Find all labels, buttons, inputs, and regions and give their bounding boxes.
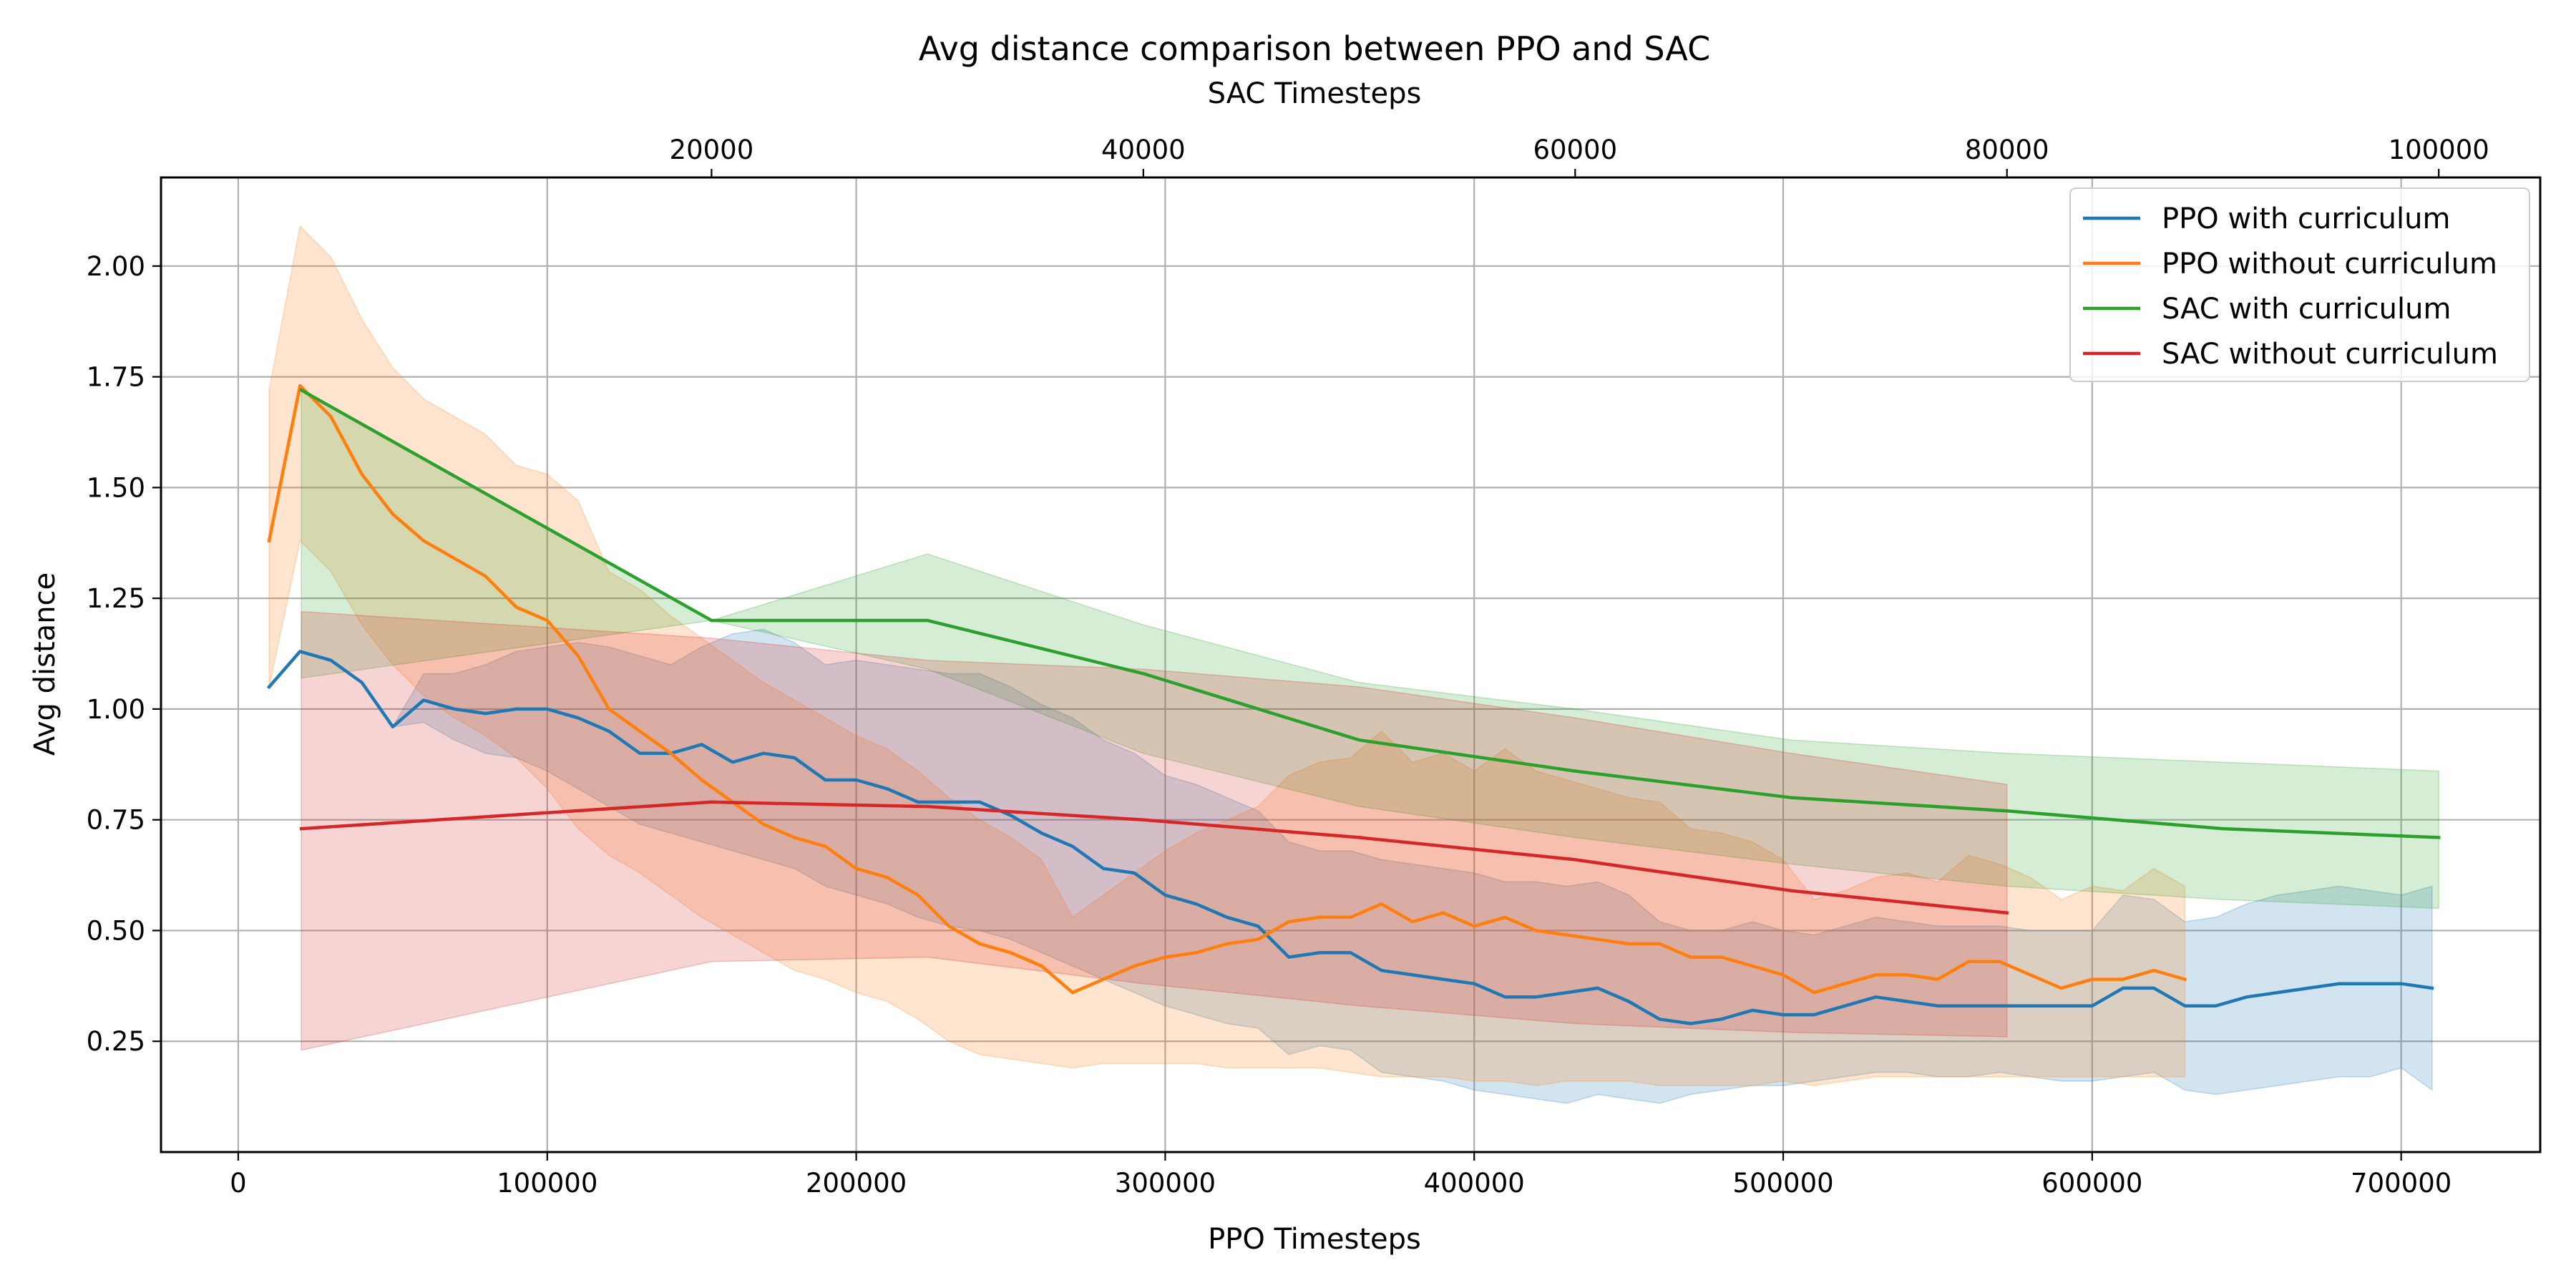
line-ppo-without-curriculum [267,384,2187,995]
band-sac-without-curriculum [301,610,2008,1051]
x-tick-label-7: 700000 [2351,1168,2451,1199]
line-ppo-with-curriculum [266,650,2434,1025]
y-tick-label-2: 0.75 [87,805,145,836]
series-lines [266,384,2441,1025]
legend-label-3: SAC without curriculum [2162,338,2498,371]
legend-box [2069,187,2530,382]
x-tick-label-2: 200000 [806,1168,907,1199]
y-tick-label-5: 1.50 [87,472,145,503]
band-ppo-without-curriculum [268,225,2186,1086]
x2-tick-label-4: 100000 [2389,135,2489,165]
x-tick-label-3: 300000 [1115,1168,1216,1199]
x2-tick-label-2: 60000 [1533,135,1617,165]
x-tick-label-6: 600000 [2041,1168,2142,1199]
legend-label-1: PPO without curriculum [2162,248,2497,280]
legend-label-0: PPO with curriculum [2162,203,2450,235]
confidence-bands [268,225,2439,1104]
x-tick-label-4: 400000 [1424,1168,1525,1199]
x2-axis-label: SAC Timesteps [1208,77,1422,110]
y-tick-label-7: 2.00 [87,251,145,282]
band-sac-with-curriculum [301,389,2439,909]
x2-tick-label-1: 40000 [1101,135,1186,165]
x2-tick-label-3: 80000 [1965,135,2049,165]
legend: PPO with curriculum PPO without curriculu… [2069,187,2530,382]
x-tick-label-0: 0 [230,1168,247,1199]
y-tick-label-3: 1.00 [87,694,145,725]
x-tick-label-1: 100000 [497,1168,597,1199]
x-axis-label: PPO Timesteps [1208,1223,1421,1256]
chart-title: Avg distance comparison between PPO and … [919,29,1710,68]
y-tick-label-1: 0.50 [87,915,145,946]
plot-frame [160,176,2542,1153]
y-tick-label-0: 0.25 [87,1026,145,1057]
axis-ticks: 0 100000 200000 300000 400000 500000 600000 700… [87,135,2489,1199]
y-tick-label-6: 1.75 [87,362,145,393]
legend-label-2: SAC with curriculum [2162,293,2451,326]
line-sac-with-curriculum [299,388,2441,839]
x-tick-label-5: 500000 [1732,1168,1833,1199]
y-tick-label-4: 1.25 [87,583,145,614]
x2-tick-label-0: 20000 [670,135,754,165]
y-axis-label: Avg distance [29,572,62,756]
line-sac-without-curriculum [299,800,2009,915]
